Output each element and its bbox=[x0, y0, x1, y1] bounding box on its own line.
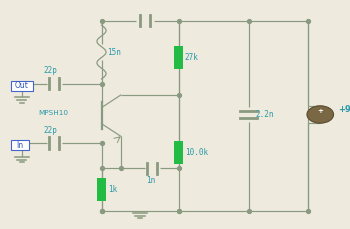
Text: In: In bbox=[17, 141, 24, 150]
Circle shape bbox=[307, 106, 334, 123]
Text: 1n: 1n bbox=[146, 176, 155, 185]
Text: 27k: 27k bbox=[185, 53, 199, 62]
Text: 1k: 1k bbox=[108, 185, 117, 194]
Text: 22p: 22p bbox=[44, 66, 58, 76]
FancyBboxPatch shape bbox=[11, 140, 29, 150]
Text: Out: Out bbox=[15, 81, 29, 90]
FancyBboxPatch shape bbox=[11, 81, 33, 91]
Text: +: + bbox=[317, 109, 323, 114]
Text: 2.2n: 2.2n bbox=[256, 110, 274, 119]
Bar bbox=[97, 178, 106, 201]
Text: 10.0k: 10.0k bbox=[185, 148, 208, 157]
Bar bbox=[174, 142, 183, 164]
Text: 22p: 22p bbox=[44, 126, 58, 135]
Text: +9V: +9V bbox=[338, 105, 350, 114]
Text: MPSH10: MPSH10 bbox=[38, 110, 69, 116]
Text: 15n: 15n bbox=[107, 48, 121, 57]
Bar bbox=[174, 46, 183, 69]
